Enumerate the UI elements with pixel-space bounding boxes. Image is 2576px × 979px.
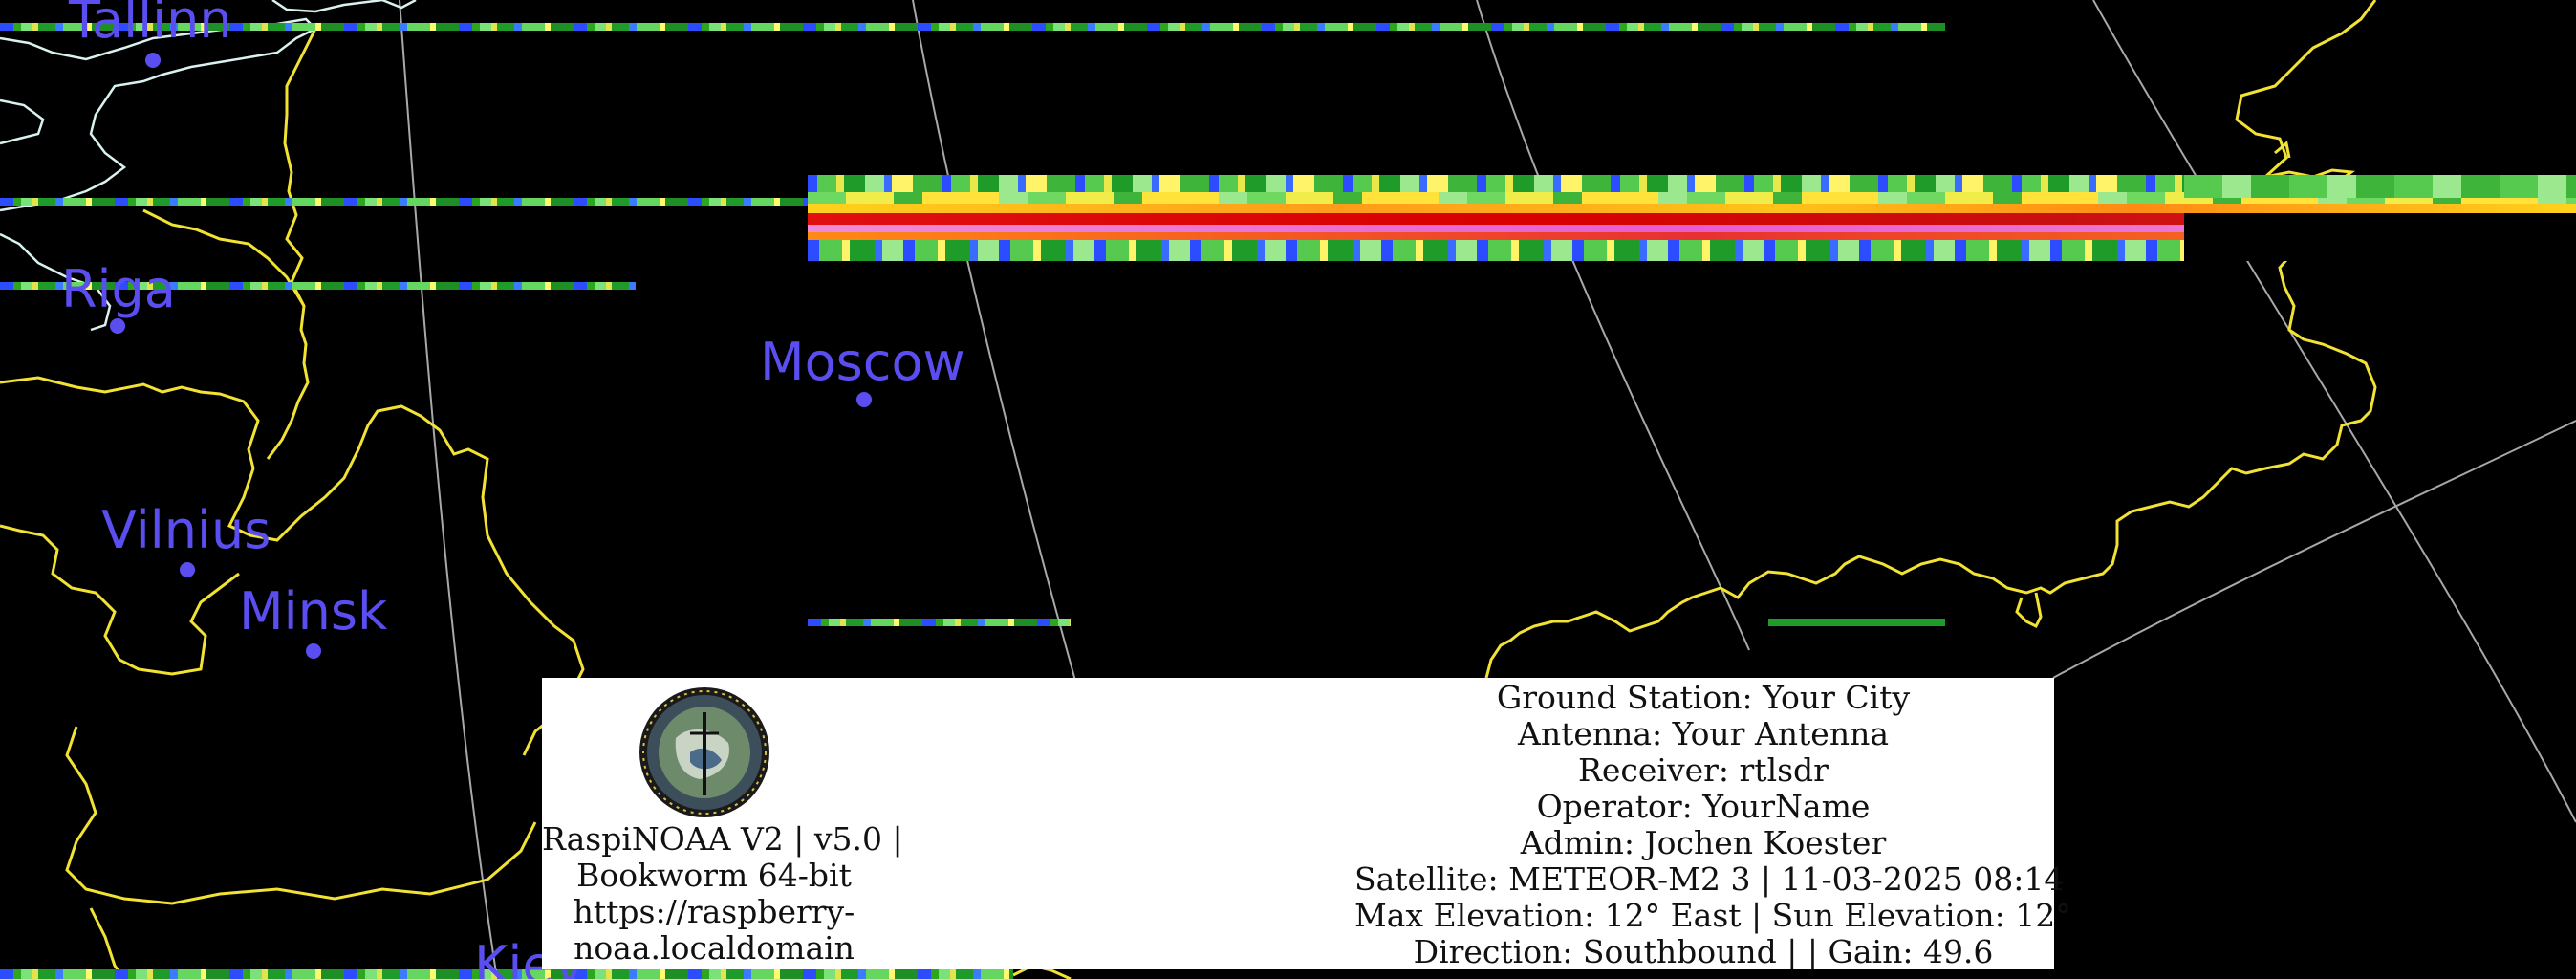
- city-dot-tallinn: [145, 53, 161, 68]
- operator-line: Operator: YourName: [1536, 788, 1871, 825]
- direction-line: Direction: Southbound | | Gain: 49.6: [1413, 933, 1994, 970]
- city-label-vilnius: Vilnius: [101, 500, 271, 560]
- swath-mask: [2184, 213, 2576, 261]
- coast-path: [271, 0, 383, 13]
- border-path: [89, 907, 126, 979]
- city-label-minsk: Minsk: [239, 581, 388, 642]
- imagery-strip: [1768, 619, 1945, 626]
- city-dot-riga: [110, 318, 125, 334]
- imagery-strip: [0, 198, 808, 206]
- border-path: [142, 208, 306, 307]
- country-borders: [0, 0, 2377, 979]
- imagery-strip: [0, 23, 1945, 31]
- coast-path: [0, 17, 318, 212]
- border-path: [1484, 0, 2377, 679]
- url-line: noaa.localdomain: [574, 929, 855, 967]
- coast-path: [0, 98, 45, 145]
- imagery-swath: [808, 175, 2576, 261]
- meridian-line: [2092, 0, 2576, 823]
- border-path: [2274, 141, 2291, 159]
- city-label-tallinn: Tallinn: [69, 0, 232, 50]
- imagery-strip: [0, 282, 636, 290]
- meridian-line: [912, 0, 1076, 682]
- pass-info: Ground Station: Your City Antenna: Your …: [1354, 679, 2071, 970]
- admin-line: Admin: Jochen Koester: [1520, 824, 1887, 861]
- os-line: Bookworm 64-bit: [576, 857, 852, 894]
- swath-band: [808, 175, 2576, 196]
- border-path: [0, 376, 585, 756]
- url-line: https://raspberry-: [573, 893, 855, 930]
- city-dot-vilnius: [180, 562, 195, 577]
- station-badge-icon: [639, 687, 769, 817]
- city-label-riga: Riga: [61, 259, 176, 319]
- border-path: [266, 28, 317, 460]
- swath-band: [808, 213, 2576, 227]
- elevation-line: Max Elevation: 12° East | Sun Elevation:…: [1354, 897, 2071, 934]
- swath-band: [808, 232, 2576, 240]
- info-panel: RaspiNOAA V2 | v5.0 | Bookworm 64-bit ht…: [542, 678, 2071, 970]
- border-path: [0, 524, 240, 676]
- swath-band: [808, 225, 2576, 234]
- city-label-moscow: Moscow: [760, 332, 965, 392]
- receiver-line: Receiver: rtlsdr: [1578, 751, 1829, 789]
- border-path: [65, 726, 537, 905]
- border-path: [2015, 592, 2043, 629]
- city-dot-minsk: [306, 643, 321, 659]
- swath-band: [808, 192, 2576, 206]
- coast-path: [381, 0, 417, 10]
- swath-band: [808, 240, 2576, 261]
- ground-station-line: Ground Station: Your City: [1496, 679, 1911, 716]
- software-line: RaspiNOAA V2 | v5.0 |: [542, 820, 903, 858]
- imagery-strip: [808, 619, 1071, 626]
- satellite-line: Satellite: METEOR-M2 3 | 11-03-2025 08:1…: [1354, 860, 2065, 898]
- meridian-line: [399, 0, 498, 979]
- city-dot-moscow: [856, 392, 872, 407]
- swath-band: [808, 204, 2576, 215]
- coastline: [0, 0, 417, 332]
- swath-tail: [2184, 175, 2576, 198]
- imagery-strip: [0, 969, 1013, 979]
- antenna-line: Antenna: Your Antenna: [1517, 715, 1890, 752]
- meridian-line: [1476, 0, 1750, 651]
- parallel-line: [2052, 420, 2576, 679]
- software-info: RaspiNOAA V2 | v5.0 | Bookworm 64-bit ht…: [542, 820, 903, 967]
- graticule: [399, 0, 2576, 979]
